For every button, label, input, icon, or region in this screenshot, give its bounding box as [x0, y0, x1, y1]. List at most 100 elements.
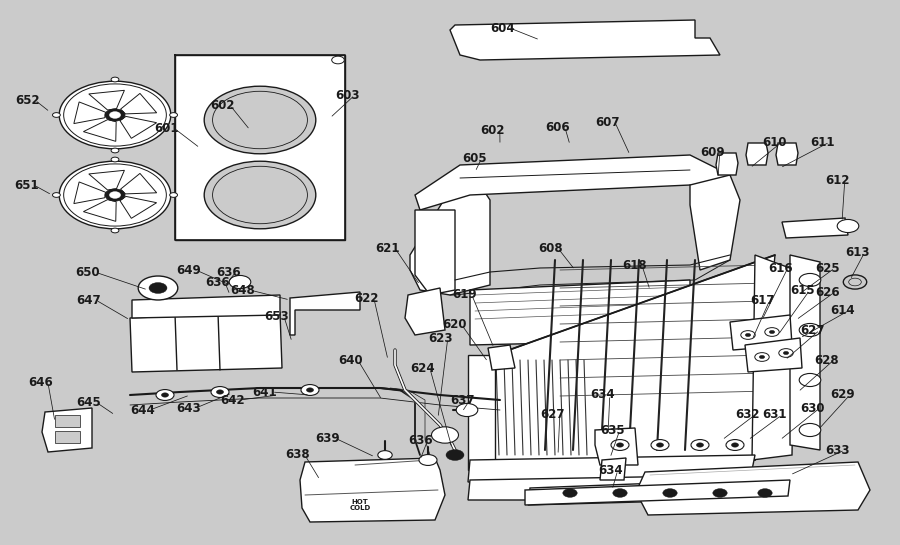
- Text: 625: 625: [815, 262, 840, 275]
- Text: 604: 604: [490, 21, 515, 34]
- Text: 643: 643: [176, 402, 201, 415]
- Polygon shape: [132, 295, 280, 318]
- Circle shape: [562, 489, 577, 498]
- Circle shape: [697, 443, 704, 447]
- Text: 611: 611: [810, 136, 834, 148]
- Polygon shape: [120, 196, 157, 219]
- Polygon shape: [595, 428, 638, 465]
- Text: 605: 605: [462, 152, 487, 165]
- Circle shape: [691, 440, 709, 451]
- Text: 623: 623: [428, 331, 453, 344]
- Text: 619: 619: [452, 288, 477, 301]
- Text: 606: 606: [545, 120, 570, 134]
- Polygon shape: [782, 218, 848, 238]
- Polygon shape: [89, 170, 124, 190]
- Text: 626: 626: [815, 286, 840, 299]
- Text: 648: 648: [230, 283, 255, 296]
- Text: 636: 636: [216, 265, 240, 278]
- Circle shape: [230, 275, 251, 288]
- Polygon shape: [528, 478, 790, 505]
- Circle shape: [799, 423, 821, 437]
- Circle shape: [52, 192, 60, 197]
- Text: 653: 653: [264, 310, 289, 323]
- Polygon shape: [488, 345, 515, 370]
- Text: 629: 629: [830, 389, 855, 402]
- Circle shape: [216, 390, 223, 394]
- Circle shape: [755, 353, 770, 361]
- Circle shape: [799, 373, 821, 386]
- Polygon shape: [84, 199, 116, 221]
- Text: 636: 636: [205, 276, 230, 288]
- Text: 632: 632: [735, 409, 760, 421]
- Polygon shape: [130, 312, 282, 372]
- Circle shape: [170, 192, 177, 197]
- Circle shape: [656, 443, 663, 447]
- Text: 618: 618: [622, 258, 646, 271]
- Circle shape: [713, 489, 727, 498]
- Text: 613: 613: [845, 245, 869, 258]
- Circle shape: [52, 113, 60, 117]
- Polygon shape: [776, 143, 798, 165]
- Circle shape: [419, 455, 437, 465]
- Circle shape: [837, 220, 859, 233]
- Polygon shape: [84, 119, 116, 141]
- Circle shape: [204, 161, 316, 229]
- Polygon shape: [745, 338, 802, 372]
- Circle shape: [111, 228, 119, 233]
- Circle shape: [662, 489, 677, 498]
- Polygon shape: [74, 182, 105, 204]
- Polygon shape: [415, 155, 730, 210]
- Circle shape: [760, 355, 765, 359]
- Circle shape: [170, 113, 177, 117]
- Circle shape: [301, 385, 319, 396]
- Text: 624: 624: [410, 361, 435, 374]
- Circle shape: [110, 112, 121, 118]
- Text: 610: 610: [762, 136, 787, 148]
- Text: 628: 628: [814, 354, 839, 366]
- Circle shape: [726, 440, 744, 451]
- Text: 614: 614: [830, 304, 855, 317]
- Text: 645: 645: [76, 396, 101, 409]
- Polygon shape: [42, 408, 92, 452]
- Circle shape: [732, 443, 739, 447]
- Text: 603: 603: [335, 88, 359, 101]
- Text: 631: 631: [762, 409, 787, 421]
- Circle shape: [306, 388, 313, 392]
- Circle shape: [431, 427, 458, 443]
- Polygon shape: [89, 90, 124, 110]
- Circle shape: [613, 489, 627, 498]
- Text: 635: 635: [600, 423, 625, 437]
- Circle shape: [105, 109, 125, 121]
- Circle shape: [456, 403, 478, 416]
- Text: HOT
COLD: HOT COLD: [349, 499, 371, 512]
- Polygon shape: [752, 255, 795, 460]
- Circle shape: [111, 148, 119, 153]
- Text: 644: 644: [130, 403, 155, 416]
- Text: 637: 637: [450, 393, 474, 407]
- Text: 608: 608: [538, 241, 562, 255]
- Polygon shape: [468, 355, 495, 470]
- Circle shape: [139, 276, 178, 300]
- Text: 607: 607: [595, 116, 619, 129]
- Bar: [55, 432, 80, 444]
- Text: 642: 642: [220, 393, 245, 407]
- Polygon shape: [175, 55, 345, 240]
- Circle shape: [616, 443, 624, 447]
- Text: 649: 649: [176, 263, 201, 276]
- Text: 601: 601: [154, 122, 178, 135]
- Polygon shape: [121, 93, 157, 114]
- Text: 633: 633: [825, 444, 850, 457]
- Polygon shape: [300, 458, 445, 522]
- Polygon shape: [690, 175, 740, 270]
- Circle shape: [611, 440, 629, 451]
- Polygon shape: [470, 280, 690, 345]
- Text: 602: 602: [210, 99, 235, 112]
- Circle shape: [783, 352, 788, 355]
- Polygon shape: [470, 255, 775, 470]
- Text: 640: 640: [338, 354, 363, 366]
- Circle shape: [765, 328, 779, 336]
- Polygon shape: [468, 455, 755, 482]
- Circle shape: [770, 330, 775, 334]
- Text: 634: 634: [598, 463, 623, 476]
- Circle shape: [332, 56, 345, 64]
